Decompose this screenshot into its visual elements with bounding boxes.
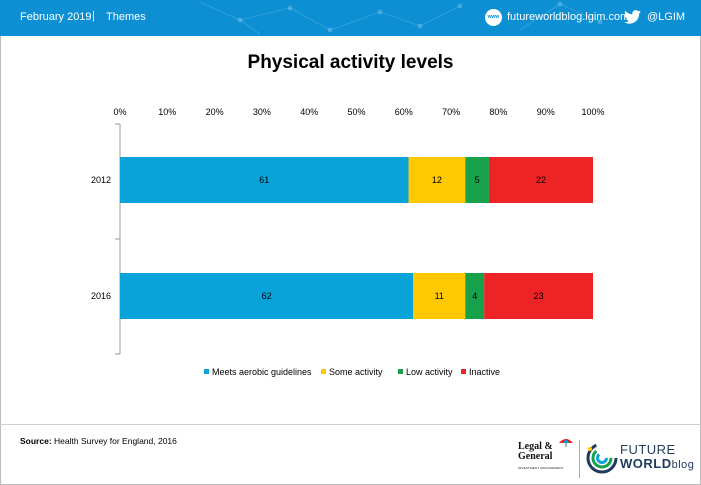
x-tick-label: 10% [158, 107, 176, 117]
legend-swatch [398, 369, 403, 374]
umbrella-icon [559, 439, 573, 447]
legend-item: Inactive [461, 367, 500, 377]
bar-segment [488, 157, 593, 203]
data-label: 22 [536, 175, 546, 185]
footer-divider [0, 424, 701, 425]
header-date: February 2019 [20, 11, 92, 23]
bar-segment [120, 157, 409, 203]
x-tick-label: 60% [395, 107, 413, 117]
data-label: 61 [259, 175, 269, 185]
legend-item: Meets aerobic guidelines [204, 367, 312, 377]
x-tick-label: 80% [489, 107, 507, 117]
future-world-mark-icon [586, 442, 618, 474]
category-label: 2012 [91, 175, 111, 185]
data-label: 12 [432, 175, 442, 185]
lg-line2: General [518, 451, 553, 462]
header-twitter-handle[interactable]: @LGIM [647, 11, 686, 23]
category-label: 2016 [91, 291, 111, 301]
data-label: 5 [475, 175, 480, 185]
bar-segment [465, 157, 489, 203]
bar-segment [120, 273, 414, 319]
data-label: 4 [472, 291, 477, 301]
bar-segment [484, 273, 593, 319]
legend-item: Some activity [321, 367, 383, 377]
twitter-bird-icon[interactable] [624, 10, 641, 24]
source-label: Source: [20, 436, 52, 446]
source-note: Source: Health Survey for England, 2016 [20, 436, 177, 446]
x-tick-label: 100% [581, 107, 604, 117]
x-tick-label: 50% [347, 107, 365, 117]
logo-separator [579, 440, 580, 478]
lg-subline: INVESTMENT MANAGEMENT [518, 466, 564, 470]
globe-label: www [487, 14, 500, 20]
bar-segment [408, 157, 466, 203]
legend-item: Low activity [398, 367, 453, 377]
data-label: 23 [534, 291, 544, 301]
fw-line2-light: blog [671, 459, 695, 471]
legend-swatch [461, 369, 466, 374]
legend-swatch [204, 369, 209, 374]
globe-icon: www [485, 9, 502, 26]
x-tick-label: 40% [300, 107, 318, 117]
legend-label: Inactive [469, 367, 501, 377]
header-separator: | [92, 10, 95, 22]
bar-segment [413, 273, 466, 319]
x-tick-label: 30% [253, 107, 271, 117]
legend-label: Meets aerobic guidelines [212, 367, 312, 377]
lg-line1: Legal & [518, 441, 553, 452]
x-tick-label: 0% [113, 107, 126, 117]
bar-segment [465, 273, 485, 319]
future-world-wordmark: FUTURE WORLDblog [620, 443, 694, 472]
source-text: Health Survey for England, 2016 [54, 436, 177, 446]
legal-general-logo: Legal & General INVESTMENT MANAGEMENT [518, 439, 576, 473]
fw-line2-bold: WORLD [620, 456, 672, 471]
header-bar: February 2019 | Themes www futureworldbl… [0, 0, 701, 36]
x-tick-label: 20% [206, 107, 224, 117]
data-label: 11 [435, 291, 444, 301]
network-pattern [199, 1, 603, 35]
header-section: Themes [106, 11, 146, 23]
x-tick-label: 90% [537, 107, 555, 117]
x-tick-label: 70% [442, 107, 460, 117]
legend-label: Some activity [329, 367, 383, 377]
header-website-link[interactable]: futureworldblog.lgim.com [507, 11, 630, 23]
legend-swatch [321, 369, 326, 374]
legend-label: Low activity [406, 367, 453, 377]
data-label: 62 [262, 291, 272, 301]
chart-title: Physical activity levels [247, 52, 454, 73]
fw-line1: FUTURE [620, 442, 676, 457]
